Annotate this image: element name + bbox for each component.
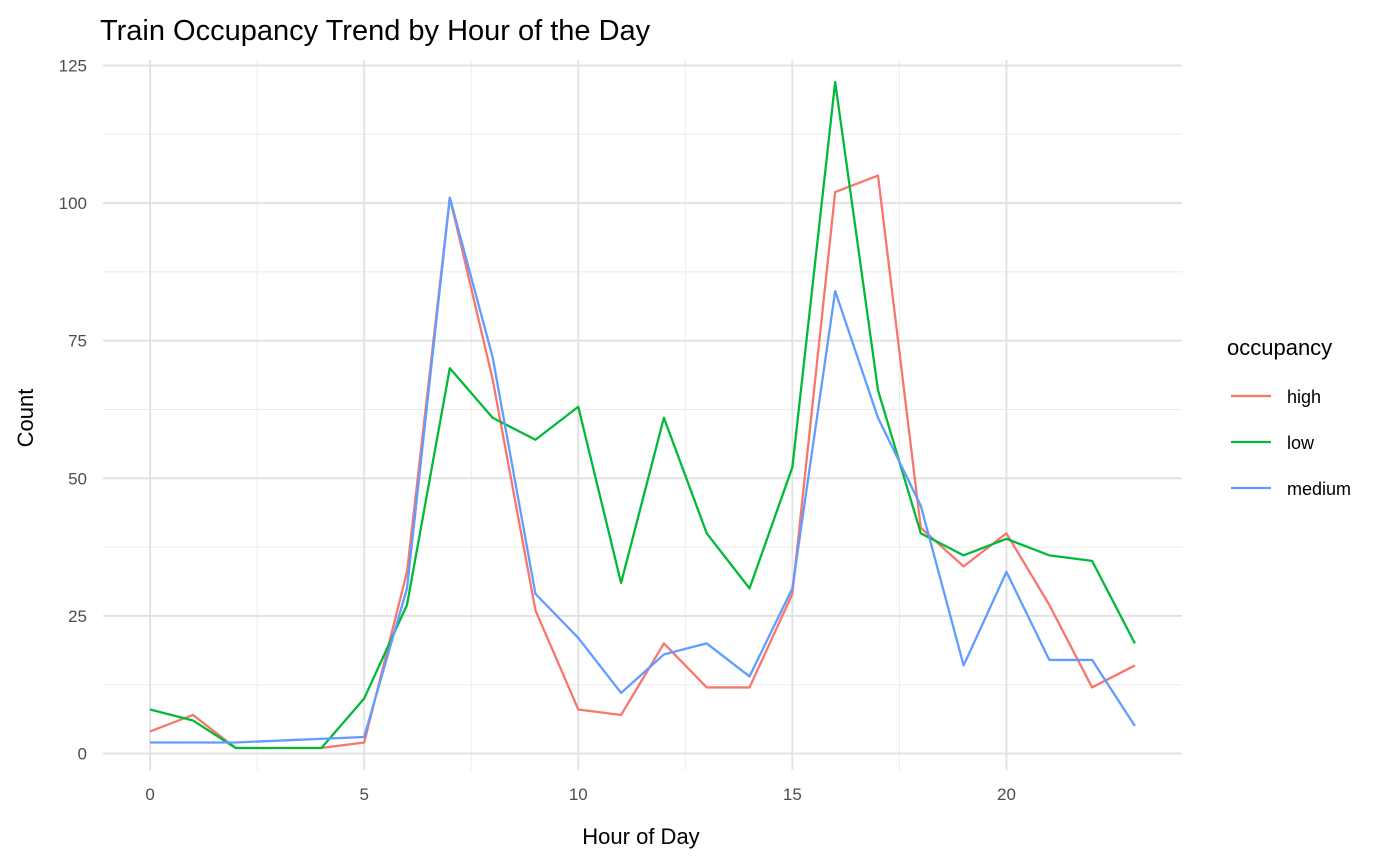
minor-gridlines <box>103 60 1182 770</box>
legend-label-medium: medium <box>1287 479 1351 499</box>
x-tick-label: 15 <box>783 785 802 804</box>
legend-label-low: low <box>1287 433 1315 453</box>
x-tick-label: 20 <box>997 785 1016 804</box>
legend-title: occupancy <box>1227 335 1332 360</box>
y-tick-label: 75 <box>68 332 87 351</box>
legend-label-high: high <box>1287 387 1321 407</box>
y-tick-label: 100 <box>59 194 87 213</box>
chart-title: Train Occupancy Trend by Hour of the Day <box>100 15 651 47</box>
x-tick-label: 10 <box>569 785 588 804</box>
x-axis-title: Hour of Day <box>582 824 699 849</box>
x-tick-label: 0 <box>145 785 154 804</box>
y-tick-label: 50 <box>68 469 87 488</box>
legend-items: high low medium <box>1231 387 1351 499</box>
y-tick-label: 125 <box>59 57 87 76</box>
y-axis-tick-labels: 0 25 50 75 100 125 <box>59 57 87 764</box>
y-tick-label: 0 <box>78 744 87 763</box>
series-lines <box>149 80 1136 750</box>
y-axis-title: Count <box>13 389 38 448</box>
x-tick-label: 5 <box>359 785 368 804</box>
major-gridlines <box>103 60 1182 770</box>
series-line-low <box>149 80 1136 750</box>
legend: occupancy high low medium <box>1227 335 1351 499</box>
y-tick-label: 25 <box>68 607 87 626</box>
series-line-medium <box>150 196 1136 744</box>
x-axis-tick-labels: 0 5 10 15 20 <box>145 785 1016 804</box>
